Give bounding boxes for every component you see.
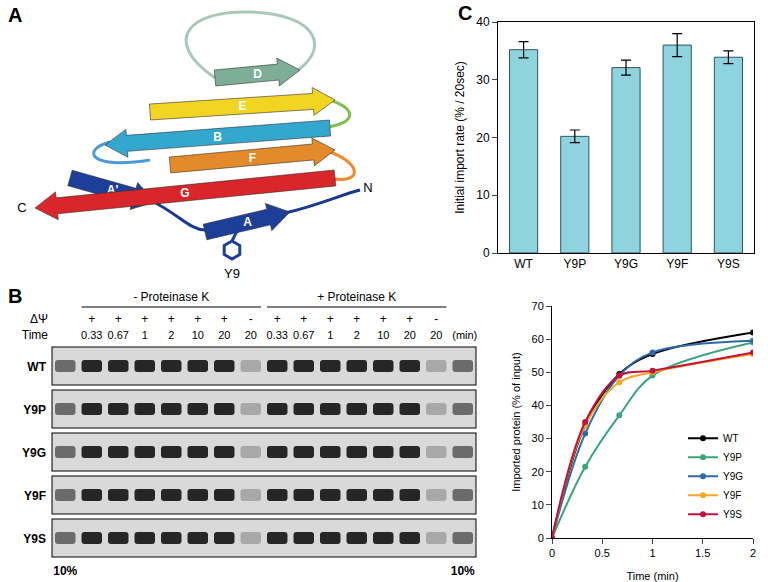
- svg-text:30: 30: [476, 73, 490, 87]
- svg-text:10%: 10%: [53, 564, 77, 578]
- svg-text:Y9G: Y9G: [22, 446, 46, 460]
- svg-text:10: 10: [192, 329, 204, 341]
- svg-text:+: +: [274, 312, 281, 326]
- svg-text:Imported protein (% of input): Imported protein (% of input): [510, 352, 522, 491]
- svg-text:E: E: [238, 99, 246, 113]
- svg-text:1: 1: [649, 547, 655, 559]
- svg-text:0.5: 0.5: [595, 547, 610, 559]
- svg-text:-: -: [249, 312, 253, 326]
- svg-text:0.67: 0.67: [108, 329, 129, 341]
- svg-text:+ Proteinase K: + Proteinase K: [317, 290, 396, 304]
- svg-text:10: 10: [476, 188, 490, 202]
- svg-text:50: 50: [532, 366, 544, 378]
- svg-text:C: C: [17, 200, 26, 215]
- svg-text:Y9P: Y9P: [563, 257, 586, 271]
- svg-text:20: 20: [218, 329, 230, 341]
- svg-text:30: 30: [532, 432, 544, 444]
- svg-text:70: 70: [532, 300, 544, 312]
- svg-text:B: B: [213, 130, 222, 144]
- svg-text:Y9S: Y9S: [23, 532, 46, 546]
- svg-text:1.5: 1.5: [695, 547, 710, 559]
- svg-text:+: +: [141, 312, 148, 326]
- svg-text:Time (min): Time (min): [626, 570, 678, 582]
- svg-text:Y9G: Y9G: [723, 471, 743, 482]
- svg-text:2: 2: [168, 329, 174, 341]
- svg-text:0.67: 0.67: [293, 329, 314, 341]
- svg-text:D: D: [253, 67, 262, 81]
- svg-text:+: +: [327, 312, 334, 326]
- svg-text:Y9: Y9: [224, 266, 240, 281]
- svg-text:N: N: [363, 180, 372, 195]
- svg-text:+: +: [353, 312, 360, 326]
- svg-text:2: 2: [354, 329, 360, 341]
- svg-text:1: 1: [327, 329, 333, 341]
- svg-text:-: -: [434, 312, 438, 326]
- svg-text:1: 1: [142, 329, 148, 341]
- svg-text:- Proteinase K: - Proteinase K: [133, 290, 209, 304]
- svg-text:20: 20: [404, 329, 416, 341]
- svg-text:Y9F: Y9F: [723, 490, 741, 501]
- svg-text:60: 60: [532, 333, 544, 345]
- svg-text:0.33: 0.33: [81, 329, 102, 341]
- svg-text:40: 40: [532, 399, 544, 411]
- svg-text:10%: 10%: [451, 564, 475, 578]
- svg-text:+: +: [221, 312, 228, 326]
- svg-text:A': A': [106, 183, 119, 197]
- svg-text:F: F: [249, 151, 256, 165]
- svg-text:20: 20: [245, 329, 257, 341]
- html-text:C: C: [458, 2, 473, 24]
- svg-text:Y9P: Y9P: [723, 452, 742, 463]
- svg-text:A: A: [243, 215, 252, 229]
- svg-text:Y9S: Y9S: [723, 509, 742, 520]
- svg-text:ΔΨ: ΔΨ: [30, 312, 48, 326]
- svg-text:20: 20: [430, 329, 442, 341]
- svg-text:20: 20: [532, 466, 544, 478]
- svg-text:Y9F: Y9F: [666, 257, 688, 271]
- svg-text:G: G: [180, 186, 189, 200]
- svg-text:0.33: 0.33: [267, 329, 288, 341]
- svg-text:0: 0: [538, 532, 544, 544]
- svg-text:WT: WT: [27, 360, 46, 374]
- svg-text:(min): (min): [452, 329, 477, 341]
- svg-text:WT: WT: [514, 257, 533, 271]
- svg-text:Y9F: Y9F: [24, 489, 46, 503]
- svg-text:+: +: [168, 312, 175, 326]
- svg-text:40: 40: [476, 15, 490, 29]
- svg-text:Y9G: Y9G: [614, 257, 638, 271]
- svg-text:10: 10: [377, 329, 389, 341]
- svg-text:20: 20: [476, 131, 490, 145]
- svg-text:+: +: [88, 312, 95, 326]
- svg-text:Initial import rate (% / 20sec: Initial import rate (% / 20sec): [453, 61, 467, 214]
- html-text:B: B: [8, 285, 23, 307]
- svg-text:10: 10: [532, 499, 544, 511]
- svg-text:0: 0: [483, 246, 490, 260]
- svg-text:Y9S: Y9S: [717, 257, 740, 271]
- svg-text:+: +: [406, 312, 413, 326]
- svg-text:+: +: [194, 312, 201, 326]
- svg-text:WT: WT: [723, 433, 739, 444]
- svg-text:Time: Time: [22, 328, 49, 342]
- svg-text:2: 2: [750, 547, 756, 559]
- svg-text:Y9P: Y9P: [23, 403, 46, 417]
- svg-text:+: +: [380, 312, 387, 326]
- svg-text:0: 0: [549, 547, 555, 559]
- svg-text:+: +: [300, 312, 307, 326]
- html-text:A: A: [8, 4, 23, 26]
- svg-text:+: +: [115, 312, 122, 326]
